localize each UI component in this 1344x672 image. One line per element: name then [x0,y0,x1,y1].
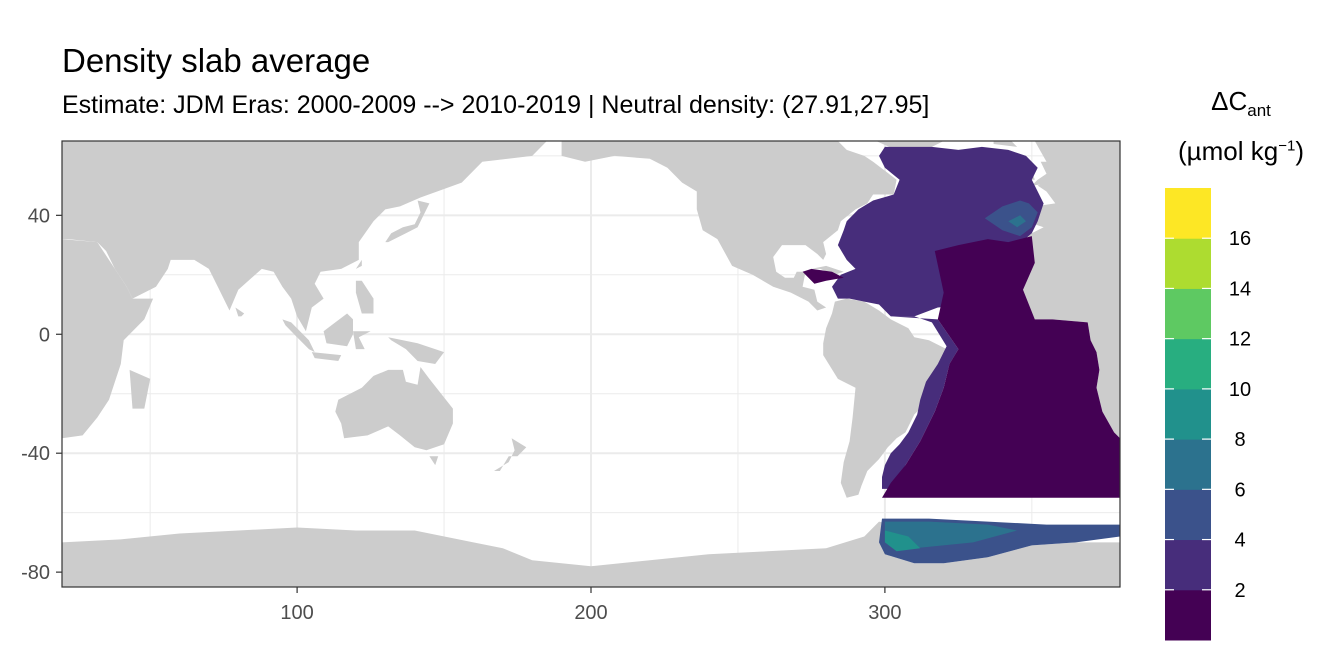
field-iberian-core [1008,215,1026,228]
land-australia [335,367,453,451]
land-cuba [811,265,844,275]
land-sumatra [282,319,315,353]
land-east-africa [62,239,154,439]
colorbar-bin [1165,489,1211,541]
land-north-america [561,141,897,311]
land-philippines [355,280,374,314]
y-tick-label: 0 [39,324,50,346]
field-weddell-shelf [884,521,1018,549]
colorbar-bin [1165,539,1211,591]
land-japan [385,200,430,243]
land-layer [62,141,1120,587]
legend-title-unit: (µmol kg−1) [1178,136,1304,166]
land-iceland [993,141,1018,147]
x-tick-label: 300 [868,602,901,624]
land-sri-lanka [235,307,245,317]
chart-title: Density slab average [62,42,371,79]
colorbar-bin [1165,288,1211,340]
colorbar-label: 10 [1229,379,1251,401]
colorbar-label: 6 [1234,479,1245,501]
colorbar-label: 14 [1229,278,1251,300]
land-new-zealand [494,438,527,471]
land-borneo [323,313,353,347]
colorbar-bin [1165,589,1211,641]
legend-title-symbol: ΔCant [1211,86,1271,121]
y-tick-label: 40 [28,205,50,227]
colorbar-bin [1165,439,1211,490]
land-java [311,352,342,361]
colorbar-bin [1165,238,1211,289]
colorbar-label: 16 [1229,228,1251,250]
land-taiwan [355,259,362,269]
land-antarctica [62,521,1120,587]
colorbar-bin [1165,388,1211,440]
chart-subtitle: Estimate: JDM Eras: 2000-2009 --> 2010-2… [62,91,930,119]
colorbar-label: 12 [1229,329,1251,351]
delta-cant-field [802,146,1120,564]
land-sulawesi [353,331,371,350]
colorbar-label: 8 [1234,429,1245,451]
colorbar-bin [1165,338,1211,390]
x-tick-label: 100 [280,602,313,624]
land-eurasia [62,141,547,332]
field-east-south-atlantic [882,236,1120,498]
field-west-atlantic-band [882,316,959,489]
field-caribbean [802,268,844,284]
land-madagascar [129,369,151,409]
land-south-america [823,298,959,498]
colorbar-bin [1165,188,1211,239]
land-new-guinea [388,337,445,364]
x-tick-label: 200 [574,602,607,624]
colorbar-label: 2 [1234,580,1245,602]
y-tick-label: -40 [21,443,50,465]
land-tasmania [429,456,439,466]
colorbar: 2 4 6 8 10 12 14 16 [1165,188,1251,641]
field-weddell-core [884,530,921,552]
colorbar-label: 4 [1234,530,1245,552]
field-iberian-basin [984,200,1038,237]
y-tick-label: -80 [21,562,50,584]
